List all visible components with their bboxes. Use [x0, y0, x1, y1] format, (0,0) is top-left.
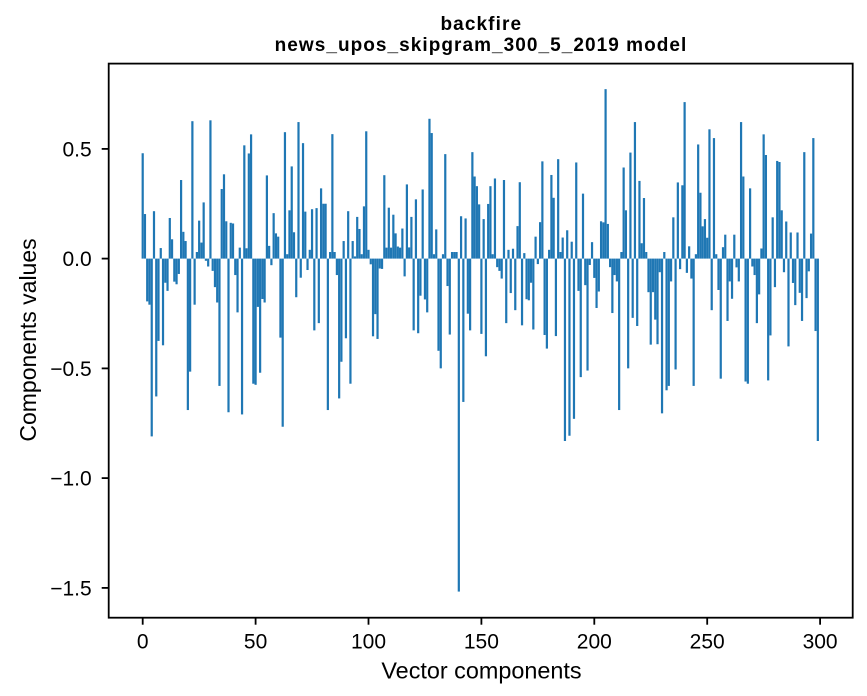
svg-text:backfire: backfire — [440, 14, 522, 35]
svg-text:Vector components: Vector components — [381, 658, 581, 684]
svg-text:−0.5: −0.5 — [50, 358, 91, 381]
svg-text:news_upos_skipgram_300_5_2019: news_upos_skipgram_300_5_2019 model — [275, 35, 688, 56]
svg-text:0.5: 0.5 — [62, 139, 91, 162]
svg-text:50: 50 — [244, 631, 267, 654]
svg-text:250: 250 — [690, 631, 725, 654]
svg-text:−1.5: −1.5 — [50, 578, 91, 601]
svg-text:100: 100 — [351, 631, 386, 654]
svg-text:150: 150 — [464, 631, 499, 654]
svg-text:300: 300 — [803, 631, 838, 654]
svg-text:0.0: 0.0 — [62, 248, 91, 271]
svg-text:0: 0 — [137, 631, 149, 654]
svg-text:200: 200 — [577, 631, 612, 654]
svg-text:−1.0: −1.0 — [50, 468, 91, 491]
svg-text:Components values: Components values — [15, 238, 41, 441]
